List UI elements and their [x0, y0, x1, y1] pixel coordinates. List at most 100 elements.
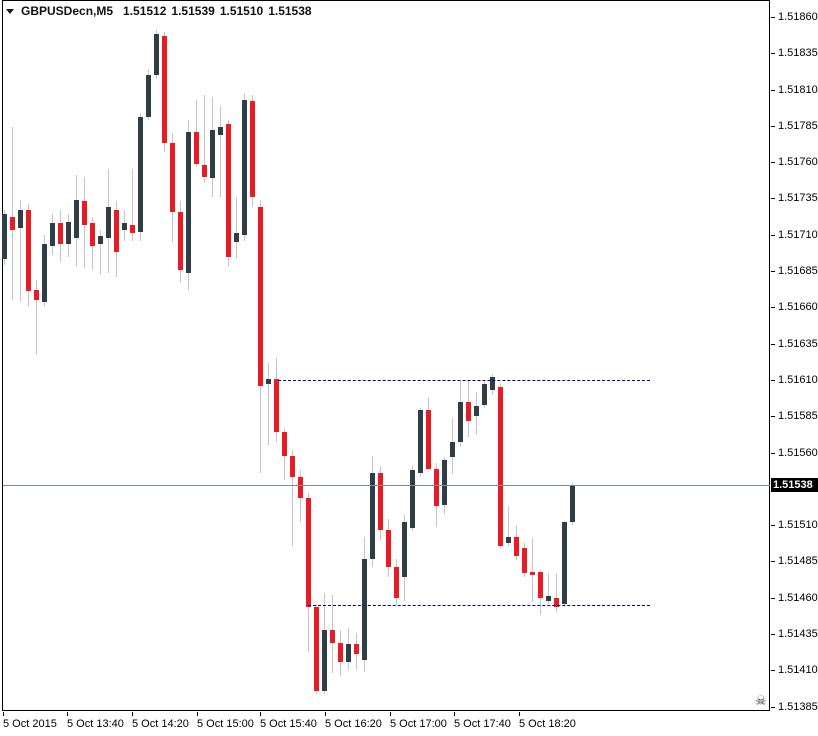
y-axis-tick-label: 1.51610	[778, 374, 818, 386]
candle-body-bear	[466, 402, 471, 421]
candle-wick	[532, 538, 533, 602]
candle-wick	[548, 573, 549, 604]
y-axis-tick-label: 1.51410	[778, 664, 818, 676]
x-axis-tick-mark	[260, 712, 261, 716]
y-axis-tick-mark	[771, 126, 775, 127]
y-axis-tick-mark	[771, 271, 775, 272]
x-axis-tick-label: 5 Oct 14:20	[132, 718, 189, 730]
candle-body-bull	[154, 34, 159, 75]
x-axis-tick-label: 5 Oct 17:40	[454, 718, 511, 730]
x-axis-tick-mark	[519, 712, 520, 716]
candle-body-bull	[122, 223, 127, 230]
candle-body-bear	[162, 36, 167, 143]
candle-body-bear	[282, 432, 287, 456]
candle-body-bull	[418, 410, 423, 473]
candle-body-bear	[202, 165, 207, 177]
candle-body-bear	[330, 630, 335, 643]
candle-body-bull	[234, 233, 239, 242]
candle-body-bull	[146, 75, 151, 117]
x-axis-tick-label: 5 Oct 17:00	[390, 718, 447, 730]
candle-body-bull	[402, 522, 407, 577]
y-axis-tick-label: 1.51785	[778, 120, 818, 132]
y-axis-tick-mark	[771, 416, 775, 417]
x-axis-tick-label: 5 Oct 15:00	[197, 718, 254, 730]
y-axis-tick-mark	[771, 90, 775, 91]
y-axis-tick-label: 1.51760	[778, 156, 818, 168]
candle-body-bull	[570, 485, 575, 522]
candle-body-bear	[226, 124, 231, 257]
candle-body-bear	[434, 469, 439, 506]
candle-wick	[20, 200, 21, 302]
candle-body-bull	[186, 132, 191, 273]
chart-title: GBPUSDecn,M5 1.51512 1.51539 1.51510 1.5…	[6, 4, 317, 18]
candle-body-bear	[554, 598, 559, 607]
candle-body-bear	[354, 644, 359, 654]
candle-body-bear	[394, 567, 399, 598]
bid-price-line	[3, 485, 770, 486]
candle-body-bull	[98, 236, 103, 244]
y-axis-tick-mark	[771, 707, 775, 708]
candle-body-bull	[546, 596, 551, 601]
symbol-period-label: GBPUSDecn,M5	[21, 4, 114, 18]
candle-body-bear	[114, 210, 119, 252]
x-axis-tick-mark	[454, 712, 455, 716]
x-axis-tick-label: 5 Oct 15:40	[260, 718, 317, 730]
candle-wick	[12, 127, 13, 300]
support-line[interactable]	[308, 605, 650, 606]
y-axis-tick-label: 1.51835	[778, 47, 818, 59]
candle-body-bear	[530, 572, 535, 575]
candle-body-bear	[170, 143, 175, 212]
candle-body-bull	[210, 130, 215, 178]
candle-body-bull	[450, 442, 455, 457]
candle-body-bull	[482, 384, 487, 405]
candle-body-bull	[506, 537, 511, 543]
x-axis-tick-mark	[67, 712, 68, 716]
candle-wick	[132, 169, 133, 241]
candle-body-bull	[66, 222, 71, 244]
candle-body-bear	[26, 210, 31, 291]
y-axis-tick-mark	[771, 307, 775, 308]
candle-body-bull	[18, 210, 23, 228]
candle-body-bull	[266, 379, 271, 384]
candle-body-bull	[458, 402, 463, 442]
candle-body-bear	[194, 132, 199, 164]
y-axis-tick-mark	[771, 344, 775, 345]
candle-wick	[100, 230, 101, 275]
y-axis-tick-label: 1.51385	[778, 701, 818, 713]
y-axis-tick-mark	[771, 198, 775, 199]
candle-body-bull	[138, 117, 143, 232]
chevron-down-icon[interactable]	[6, 8, 14, 14]
y-axis-tick-mark	[771, 380, 775, 381]
candle-body-bear	[426, 410, 431, 469]
y-axis-tick-label: 1.51485	[778, 555, 818, 567]
y-axis-tick-label: 1.51860	[778, 11, 818, 23]
candle-body-bear	[250, 101, 255, 197]
y-axis-tick-label: 1.51660	[778, 301, 818, 313]
y-axis-tick-label: 1.51460	[778, 592, 818, 604]
candle-body-bull	[410, 470, 415, 528]
candle-body-bull	[42, 244, 47, 302]
candle-body-bear	[130, 225, 135, 233]
candle-wick	[236, 197, 237, 259]
ohlc-close: 1.51538	[268, 4, 312, 18]
candle-body-bull	[2, 214, 7, 259]
candle-body-bear	[514, 537, 519, 556]
y-axis-tick-mark	[771, 17, 775, 18]
candle-body-bull	[490, 377, 495, 390]
candle-wick	[220, 106, 221, 197]
candle-body-bear	[298, 477, 303, 498]
resistance-line[interactable]	[278, 380, 650, 381]
candle-body-bear	[386, 530, 391, 567]
plot-area-border	[2, 0, 770, 711]
candle-body-bear	[58, 223, 63, 244]
y-axis-tick-label: 1.51510	[778, 519, 818, 531]
x-axis-tick-mark	[390, 712, 391, 716]
candle-body-bear	[338, 643, 343, 662]
candle-body-bear	[306, 498, 311, 607]
candle-body-bull	[442, 460, 447, 505]
candle-body-bear	[522, 548, 527, 573]
y-axis-tick-mark	[771, 53, 775, 54]
candle-wick	[292, 450, 293, 546]
candle-wick	[508, 506, 509, 546]
y-axis-tick-label: 1.51585	[778, 410, 818, 422]
